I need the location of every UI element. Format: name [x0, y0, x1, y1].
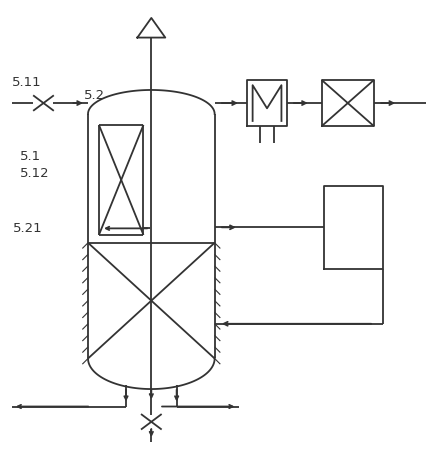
Text: 5.12: 5.12 [20, 167, 50, 180]
Text: 5.1: 5.1 [20, 150, 42, 163]
Text: 5.2: 5.2 [84, 89, 105, 102]
Text: 5.11: 5.11 [12, 76, 41, 89]
Text: 5.21: 5.21 [13, 222, 42, 235]
